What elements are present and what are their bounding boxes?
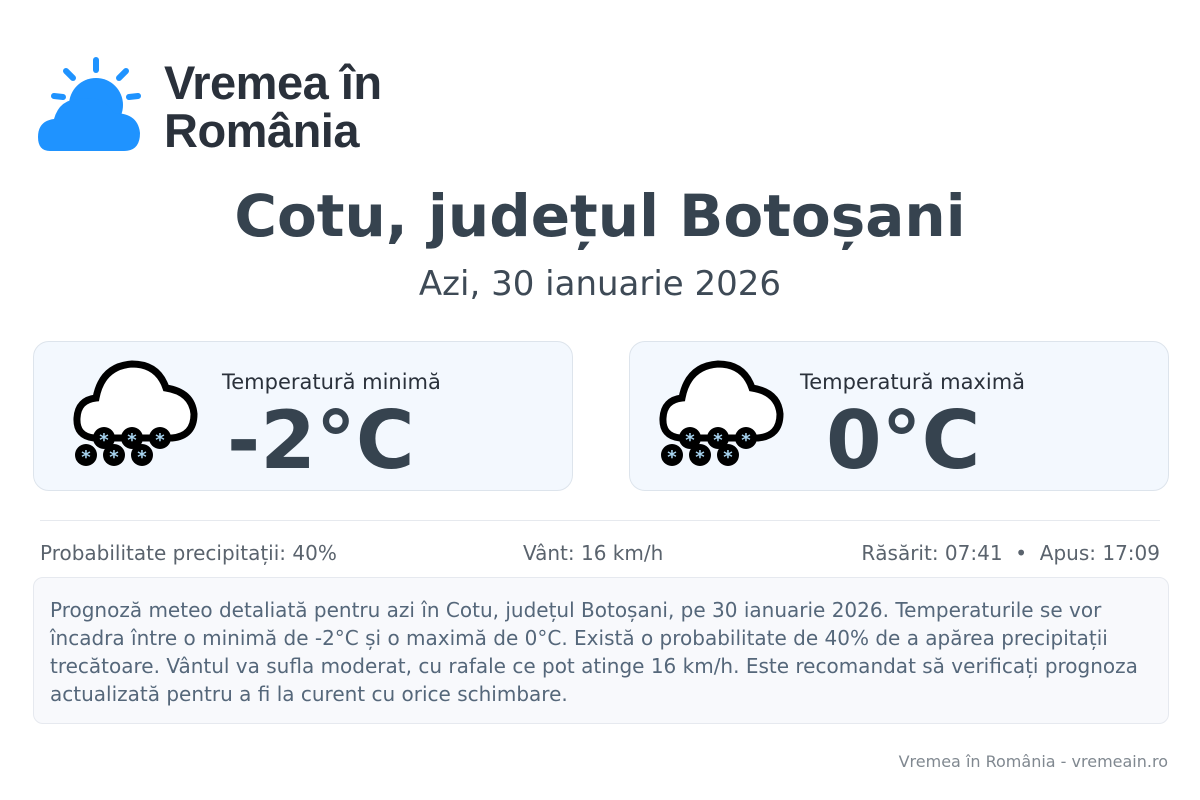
forecast-date: Azi, 30 ianuarie 2026 <box>418 264 782 304</box>
sun-cloud-icon <box>38 57 141 151</box>
svg-text:*: * <box>127 430 137 451</box>
max-temp-label: Temperatură maximă <box>800 370 1026 394</box>
svg-text:*: * <box>81 447 91 468</box>
sunrise-sunset: Răsărit: 07:41 • Apus: 17:09 <box>861 541 1160 565</box>
svg-text:*: * <box>667 447 677 468</box>
divider <box>40 520 1160 521</box>
precipitation-probability: Probabilitate precipitații: 40% <box>40 541 337 565</box>
forecast-description: Prognoză meteo detaliată pentru azi în C… <box>33 577 1169 724</box>
svg-text:*: * <box>723 447 733 468</box>
min-temp-card: * * * * * * Temperatură minimă -2°C <box>33 341 573 491</box>
wind-speed: Vânt: 16 km/h <box>523 541 664 565</box>
min-temp-label: Temperatură minimă <box>222 370 441 394</box>
svg-text:*: * <box>109 447 119 468</box>
svg-text:*: * <box>99 430 109 451</box>
svg-text:*: * <box>741 430 751 451</box>
logo-line1: Vremea în <box>164 56 382 109</box>
svg-text:*: * <box>695 447 705 468</box>
svg-text:*: * <box>685 430 695 451</box>
footer-credit[interactable]: Vremea în România - vremeain.ro <box>898 752 1168 771</box>
svg-text:*: * <box>713 430 723 451</box>
svg-text:*: * <box>155 430 165 451</box>
logo-line2: România <box>164 104 359 157</box>
max-temp-card: * * * * * * Temperatură maximă 0°C <box>629 341 1169 491</box>
max-temp-value: 0°C <box>826 394 981 487</box>
site-logo[interactable]: Vremea în România <box>36 55 382 155</box>
snow-cloud-icon: * * ** * * <box>659 360 784 468</box>
svg-text:*: * <box>137 447 147 468</box>
page-title: Cotu, județul Botoșani <box>234 182 966 250</box>
snow-cloud-icon: * * ** * * <box>73 360 198 468</box>
min-temp-value: -2°C <box>227 394 415 487</box>
